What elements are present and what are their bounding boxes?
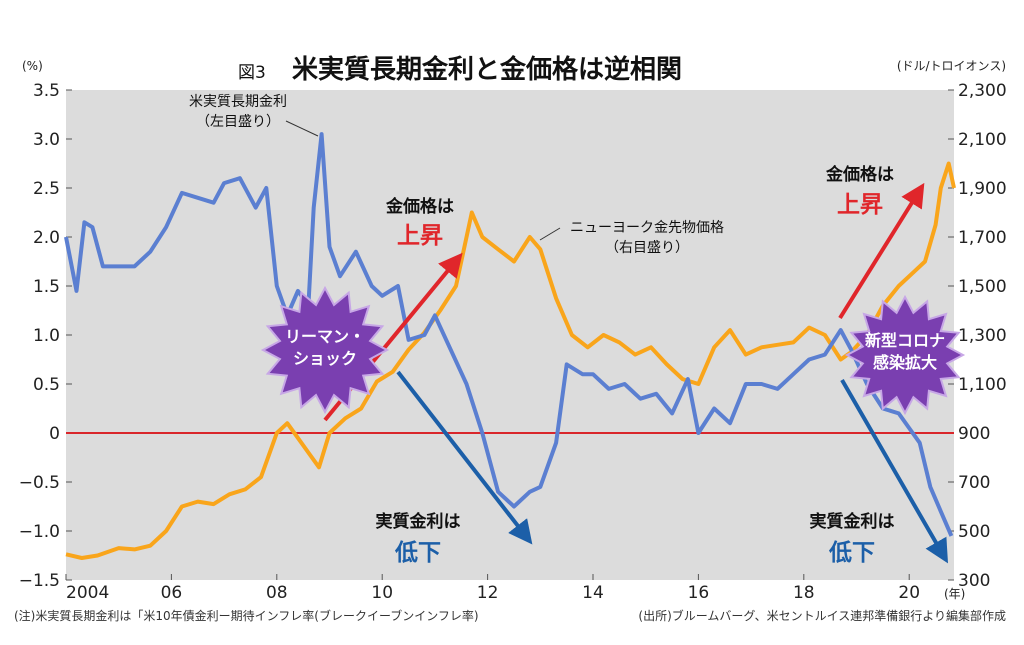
left-tick-label: 2.5 <box>33 179 60 199</box>
right-axis: 2,300 2,100 1,900 1,700 1,500 1,300 1,100 900 70… <box>948 81 1007 591</box>
x-axis-unit: (年) <box>944 587 965 601</box>
left-tick-label: 3.0 <box>33 130 60 150</box>
burst-1-shape <box>260 285 390 415</box>
real-rate-scale-label: （左目盛り） <box>196 114 280 130</box>
plot-area <box>66 90 954 580</box>
right-tick-label: 1,100 <box>958 375 1007 395</box>
left-axis-unit: (%) <box>22 59 43 73</box>
gold-up-word-1: 上昇 <box>397 223 443 249</box>
right-tick-label: 700 <box>958 473 990 493</box>
left-tick-label: 0.5 <box>33 375 60 395</box>
right-tick-label: 1,300 <box>958 326 1007 346</box>
x-tick-label: 10 <box>371 583 393 603</box>
left-tick-label: −1.5 <box>19 571 60 591</box>
left-axis: 3.5 3.0 2.5 2.0 1.5 1.0 0.5 0 −0.5 −1.0 −1.5 <box>19 81 72 591</box>
burst-1-line1: リーマン・ <box>285 327 365 346</box>
gold-leader <box>539 227 561 241</box>
gold-up-label-2: 金価格は <box>825 164 894 185</box>
gold-up-label-1: 金価格は <box>385 196 454 217</box>
burst-1-line2: ショック <box>293 349 357 368</box>
rate-down-arrow-1 <box>396 370 533 545</box>
right-tick-label: 300 <box>958 571 990 591</box>
rate-down-word-2: 低下 <box>828 540 875 566</box>
covid-burst: 新型コロナ 感染拡大 <box>844 294 966 416</box>
rate-down-word-1: 低下 <box>394 540 441 566</box>
right-tick-label: 900 <box>958 424 990 444</box>
real-rate-line <box>64 132 954 537</box>
right-tick-label: 2,300 <box>958 81 1007 101</box>
chart-title: 米実質長期金利と金価格は逆相関 <box>292 54 682 85</box>
right-tick-label: 1,700 <box>958 228 1007 248</box>
x-tick-label: 08 <box>266 583 288 603</box>
x-tick-label: 18 <box>793 583 815 603</box>
x-tick-label: 2004 <box>66 583 109 603</box>
footnote-right: (出所)ブルームバーグ、米セントルイス連邦準備銀行より編集部作成 <box>638 608 1006 623</box>
burst-2-line2: 感染拡大 <box>873 353 937 372</box>
x-tick-label: 06 <box>161 583 183 603</box>
lehman-shock-burst: リーマン・ ショック <box>260 285 390 415</box>
rate-down-label-1: 実質金利は <box>376 511 461 532</box>
gold-price-line <box>65 161 956 560</box>
right-tick-label: 1,500 <box>958 277 1007 297</box>
rate-down-label-2: 実質金利は <box>810 511 895 532</box>
gold-up-arrow-2 <box>838 182 925 320</box>
footnote-left: (注)米実質長期金利は「米10年債金利ー期待インフレ率(ブレークイーブンインフレ… <box>14 608 479 623</box>
x-tick-label: 16 <box>688 583 710 603</box>
figure-number: 図3 <box>238 63 266 83</box>
x-tick-label: 12 <box>477 583 499 603</box>
left-tick-label: 3.5 <box>33 81 60 101</box>
real-rate-leader <box>285 120 319 137</box>
burst-2-line1: 新型コロナ <box>865 331 945 350</box>
x-tick-label: 20 <box>898 583 920 603</box>
left-tick-label: −1.0 <box>19 522 60 542</box>
x-axis: 2004 06 08 10 12 14 16 18 20 <box>65 574 920 603</box>
gold-scale-label: （右目盛り） <box>605 240 689 256</box>
left-tick-label: −0.5 <box>19 473 60 493</box>
left-tick-label: 1.0 <box>33 326 60 346</box>
burst-2-shape <box>844 294 966 416</box>
right-axis-unit: (ドル/トロイオンス) <box>897 59 1006 73</box>
left-tick-label: 2.0 <box>33 228 60 248</box>
gold-label: ニューヨーク金先物価格 <box>570 220 724 236</box>
real-rate-label: 米実質長期金利 <box>189 94 287 110</box>
left-tick-label: 0 <box>49 424 60 444</box>
gold-up-word-2: 上昇 <box>837 192 883 218</box>
right-tick-label: 1,900 <box>958 179 1007 199</box>
right-tick-label: 2,100 <box>958 130 1007 150</box>
x-tick-label: 14 <box>582 583 604 603</box>
rate-down-arrow-2 <box>840 378 949 564</box>
left-tick-label: 1.5 <box>33 277 60 297</box>
right-tick-label: 500 <box>958 522 990 542</box>
